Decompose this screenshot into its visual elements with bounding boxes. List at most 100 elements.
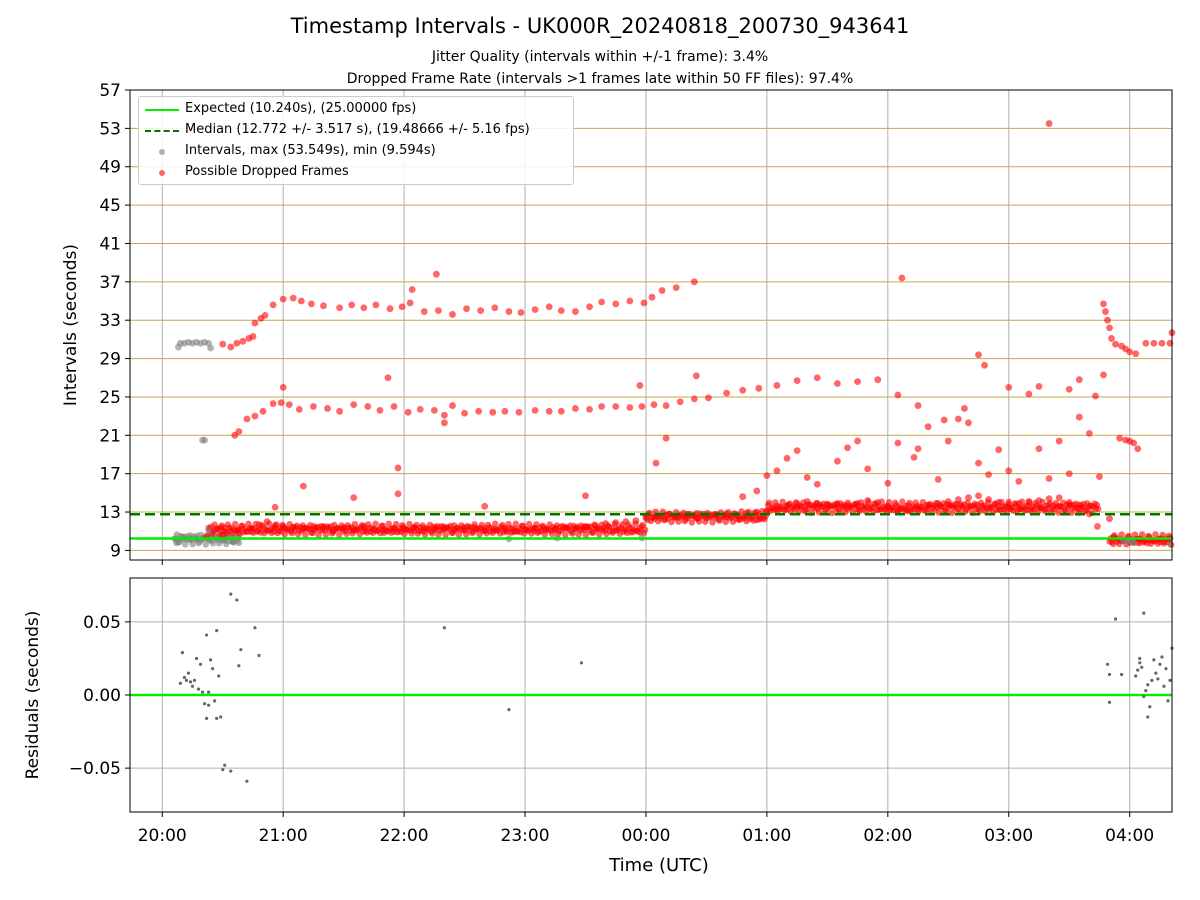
- residual-point: [221, 767, 225, 772]
- dropped-frame-point: [648, 293, 656, 301]
- dropped-frame-point: [723, 389, 730, 397]
- dropped-frame-point: [279, 383, 287, 391]
- residual-point: [200, 690, 205, 694]
- band-point: [372, 520, 379, 527]
- dropped-frame-point: [297, 297, 305, 305]
- dropped-frame-point: [481, 526, 489, 534]
- band-point: [232, 520, 239, 528]
- dropped-frame-point: [854, 378, 861, 385]
- dropped-frame-point: [652, 459, 660, 467]
- dropped-frame-point: [864, 497, 872, 504]
- dropped-frame-point: [773, 505, 781, 513]
- dropped-frame-point: [924, 502, 932, 510]
- dropped-frame-point: [545, 407, 553, 415]
- dropped-frame-point: [404, 408, 412, 416]
- residual-point: [1152, 658, 1156, 662]
- y-tick-label: −0.05: [69, 759, 121, 779]
- residual-point: [223, 763, 227, 767]
- band-point: [1095, 505, 1102, 513]
- dropped-frame-point: [561, 523, 569, 531]
- dropped-frame-point: [1092, 392, 1099, 400]
- dropped-frame-point: [1045, 495, 1053, 503]
- x-tick-label: 02:00: [863, 826, 912, 846]
- residual-point: [1148, 705, 1152, 709]
- dropped-frame-point: [408, 286, 416, 293]
- dropped-frame-point: [360, 304, 368, 312]
- residual-point: [204, 716, 209, 721]
- dropped-frame-point: [271, 522, 279, 529]
- dropped-frame-point: [1035, 382, 1043, 390]
- dropped-frame-point: [904, 507, 912, 515]
- dropped-frame-point: [975, 459, 982, 467]
- dropped-frame-point: [1142, 339, 1150, 347]
- dropped-frame-point: [249, 333, 257, 340]
- band-point: [182, 541, 189, 548]
- dropped-frame-point: [612, 403, 620, 410]
- dropped-frame-point: [477, 307, 485, 315]
- y-tick-label: 0.00: [83, 686, 121, 706]
- dropped-frame-point: [783, 502, 791, 510]
- residual-point: [1134, 674, 1138, 678]
- dropped-frame-point: [944, 498, 952, 505]
- dropped-frame-point: [914, 505, 922, 513]
- chart-subtitle-jitter: Jitter Quality (intervals within +/-1 fr…: [431, 49, 769, 65]
- dropped-frame-point: [380, 526, 388, 534]
- dropped-frame-point: [251, 319, 259, 327]
- legend-label-expected: Expected (10.240s), (25.00000 fps): [185, 101, 417, 116]
- dropped-frame-point: [235, 528, 243, 536]
- dropped-frame-point: [227, 343, 235, 351]
- dropped-frame-point: [985, 496, 992, 503]
- chart-subtitle-dropped: Dropped Frame Rate (intervals >1 frames …: [346, 71, 854, 87]
- intervals-plot-frame: [129, 89, 1173, 561]
- y-tick-label: 53: [99, 119, 121, 139]
- dropped-frame-point: [934, 476, 942, 483]
- y-tick-label: 0.05: [83, 613, 121, 633]
- dropped-frame-point: [834, 380, 841, 387]
- residual-point: [196, 687, 201, 691]
- band-point: [766, 499, 773, 506]
- dropped-frame-point: [541, 526, 549, 534]
- residual-point: [1168, 678, 1172, 682]
- dropped-frame-point: [271, 503, 279, 511]
- dropped-frame-point: [640, 299, 648, 307]
- legend-swatch-expected: [145, 109, 179, 111]
- interval-point: [201, 436, 208, 444]
- residual-point: [1120, 672, 1124, 677]
- dropped-frame-point: [330, 526, 337, 534]
- dropped-frame-point: [233, 339, 241, 347]
- dropped-frame-point: [1005, 500, 1013, 508]
- dropped-frame-point: [235, 428, 243, 435]
- dropped-frame-point: [461, 525, 468, 533]
- y-tick-label: 57: [99, 81, 121, 101]
- residual-point: [237, 664, 241, 668]
- residual-point: [190, 684, 195, 688]
- residual-point: [1107, 700, 1112, 704]
- interval-point: [235, 539, 243, 547]
- residual-point: [1156, 677, 1160, 681]
- band-point: [302, 531, 309, 538]
- dropped-frame-point: [324, 405, 331, 412]
- dropped-frame-point: [612, 300, 620, 308]
- dropped-frame-point: [451, 526, 458, 534]
- dropped-frame-point: [531, 306, 539, 314]
- dropped-frame-point: [390, 403, 398, 410]
- dropped-frame-point: [985, 471, 992, 479]
- band-point: [948, 509, 956, 517]
- dropped-frame-point: [1085, 510, 1093, 518]
- legend-item-median: Median (12.772 +/- 3.517 s), (19.48666 +…: [139, 121, 575, 141]
- y-axis-label: Residuals (seconds): [23, 611, 43, 780]
- dropped-frame-point: [475, 407, 483, 415]
- residual-point: [1140, 665, 1144, 669]
- dropped-frame-point: [1005, 383, 1013, 391]
- dropped-frame-point: [501, 407, 509, 415]
- dropped-frame-point: [598, 298, 606, 306]
- y-tick-label: 41: [99, 234, 121, 254]
- dropped-frame-point: [251, 412, 259, 420]
- residual-point: [219, 715, 223, 719]
- dropped-frame-point: [279, 295, 287, 303]
- dropped-frame-point: [773, 467, 781, 475]
- residual-point: [1113, 617, 1118, 621]
- dropped-frame-point: [505, 308, 513, 315]
- dropped-frame-point: [320, 523, 327, 531]
